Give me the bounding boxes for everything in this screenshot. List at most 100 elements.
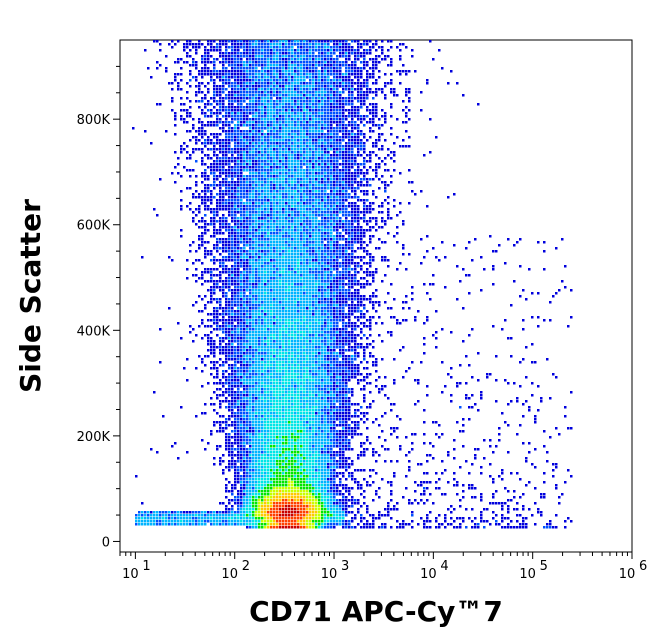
density-dot — [357, 220, 360, 223]
density-dot — [432, 283, 435, 286]
density-dot — [462, 268, 465, 271]
density-dot — [261, 247, 264, 250]
density-dot — [297, 103, 300, 106]
density-dot — [336, 136, 339, 139]
density-dot — [336, 94, 339, 97]
density-dot — [318, 109, 321, 112]
density-dot — [333, 199, 336, 202]
density-dot — [336, 187, 339, 190]
density-dot — [351, 148, 354, 151]
density-dot — [300, 76, 303, 79]
density-dot — [249, 64, 252, 67]
density-dot — [204, 85, 207, 88]
density-dot — [369, 121, 372, 124]
density-dot — [285, 160, 288, 163]
density-dot — [249, 70, 252, 73]
density-dot — [237, 58, 240, 61]
density-dot — [336, 85, 339, 88]
density-dot — [270, 145, 273, 148]
density-dot — [360, 244, 363, 247]
density-dot — [309, 229, 312, 232]
density-dot — [267, 139, 270, 142]
density-dot — [303, 115, 306, 118]
density-dot — [252, 238, 255, 241]
density-dot — [288, 55, 291, 58]
density-dot — [309, 253, 312, 256]
density-dot — [204, 106, 207, 109]
density-dot — [285, 184, 288, 187]
density-dot — [255, 133, 258, 136]
density-dot — [303, 91, 306, 94]
density-dot — [279, 70, 282, 73]
density-dot — [213, 73, 216, 76]
density-dot — [390, 151, 393, 154]
density-dot — [279, 58, 282, 61]
density-dot — [333, 100, 336, 103]
density-dot — [291, 67, 294, 70]
density-dot — [327, 145, 330, 148]
density-dot — [279, 148, 282, 151]
density-dot — [198, 196, 201, 199]
density-dot — [279, 52, 282, 55]
density-dot — [252, 217, 255, 220]
density-dot — [255, 127, 258, 130]
density-dot — [318, 289, 321, 292]
density-dot — [381, 217, 384, 220]
density-dot — [402, 43, 405, 46]
density-dot — [378, 127, 381, 130]
density-dot — [351, 127, 354, 130]
density-dot — [345, 133, 348, 136]
density-dot — [153, 40, 156, 43]
density-dot — [270, 121, 273, 124]
density-dot — [261, 100, 264, 103]
density-dot — [270, 103, 273, 106]
density-dot — [252, 88, 255, 91]
density-dot — [270, 73, 273, 76]
density-dot — [249, 40, 252, 43]
density-dot — [279, 130, 282, 133]
density-dot — [201, 82, 204, 85]
density-dot — [327, 274, 330, 277]
density-dot — [273, 283, 276, 286]
density-dot — [312, 160, 315, 163]
density-dot — [426, 79, 429, 82]
density-dot — [366, 172, 369, 175]
density-dot — [216, 169, 219, 172]
density-dot — [282, 79, 285, 82]
density-dot — [408, 169, 411, 172]
density-dot — [366, 160, 369, 163]
density-dot — [228, 97, 231, 100]
density-dot — [282, 157, 285, 160]
density-dot — [237, 52, 240, 55]
density-dot — [261, 49, 264, 52]
density-dot — [288, 118, 291, 121]
density-dot — [246, 202, 249, 205]
density-dot — [219, 91, 222, 94]
density-dot — [303, 40, 306, 43]
density-dot — [282, 166, 285, 169]
density-dot — [255, 91, 258, 94]
density-dot — [357, 94, 360, 97]
density-dot — [372, 193, 375, 196]
density-dot — [297, 40, 300, 43]
density-dot — [261, 124, 264, 127]
density-dot — [324, 166, 327, 169]
density-dot — [213, 148, 216, 151]
density-dot — [354, 241, 357, 244]
density-dot — [339, 145, 342, 148]
density-dot — [267, 49, 270, 52]
density-dot — [327, 136, 330, 139]
density-dot — [231, 199, 234, 202]
density-dot — [204, 67, 207, 70]
density-dot — [237, 121, 240, 124]
density-dot — [231, 298, 234, 301]
density-dot — [273, 196, 276, 199]
density-dot — [315, 40, 318, 43]
density-dot — [213, 226, 216, 229]
density-dot — [261, 178, 264, 181]
density-dot — [231, 211, 234, 214]
density-dot — [246, 268, 249, 271]
density-dot — [237, 286, 240, 289]
density-dot — [219, 229, 222, 232]
density-dot — [255, 214, 258, 217]
